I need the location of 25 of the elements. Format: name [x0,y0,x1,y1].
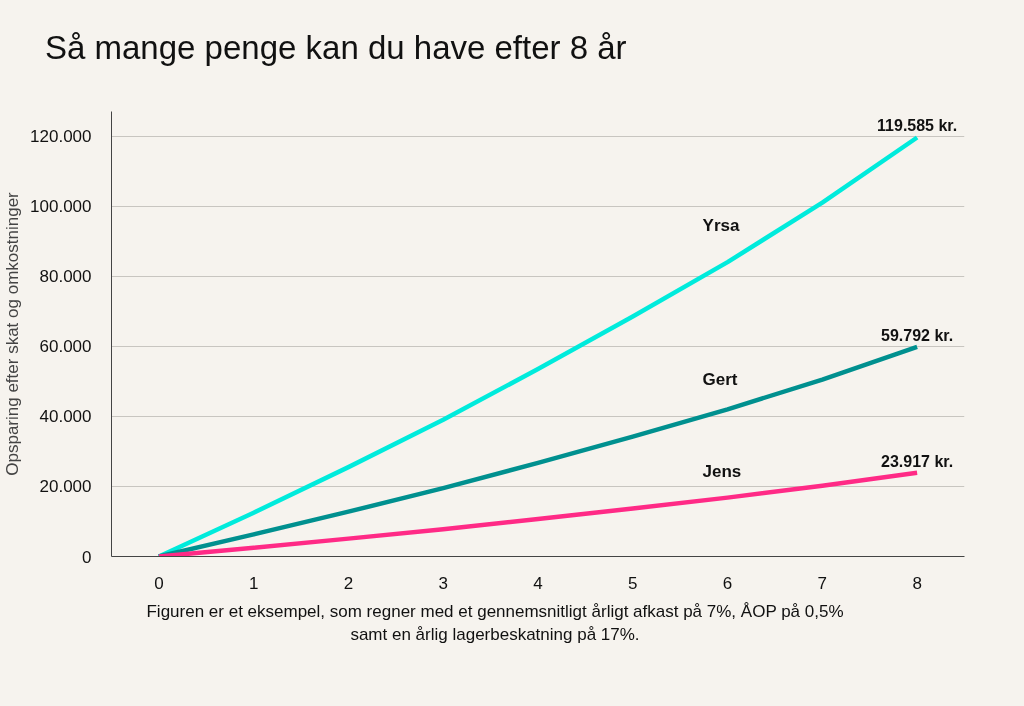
chart-title: Så mange penge kan du have efter 8 år [45,28,627,68]
series-label: Gert [702,369,738,389]
x-tick-label: 7 [817,573,828,593]
text: Figuren er et eksempel, som regner med et gennemsnitligt årligt afkast på 7%, ÅOP på 0,5% samt en årlig lagerbeskatning på 17%. [145,601,845,647]
y-tick-label: 120.000 [30,127,92,147]
y-tick-label: 20.000 [39,477,92,497]
x-tick-label: 5 [628,573,638,593]
y-tick-label: 100.000 [30,197,92,217]
x-tick-label: 3 [438,573,448,593]
x-tick-label: 0 [154,573,164,593]
x-tick-label: 4 [533,573,543,593]
y-tick-label: 0 [82,547,92,567]
series-label: Jens [702,462,742,482]
data-label: 119.585 kr. [877,117,958,135]
x-tick-label: 8 [912,573,922,593]
x-tick-label: 2 [343,573,354,593]
y-tick-label: 60.000 [39,337,92,357]
data-label: 23.917 kr. [881,452,954,470]
series-label: Yrsa [702,216,740,236]
x-tick-label: 1 [248,573,259,593]
y-tick-label: 40.000 [39,407,92,427]
x-tick-label: 6 [722,573,733,593]
data-label: 59.792 kr. [881,327,954,345]
y-tick-label: 80.000 [39,267,92,287]
y-axis-title: Opsparing efter skat og omkostninger [3,192,23,476]
